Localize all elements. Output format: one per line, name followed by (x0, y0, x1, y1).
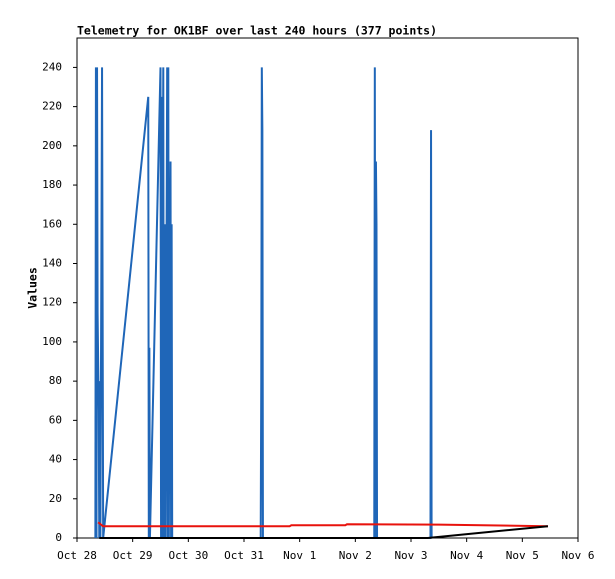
y-tick-label: 120 (42, 296, 62, 309)
y-tick-label: 0 (55, 531, 62, 544)
y-tick-label: 20 (49, 492, 62, 505)
series-line (97, 521, 548, 528)
x-tick-label: Nov 6 (561, 549, 594, 562)
y-tick-label: 180 (42, 178, 62, 191)
y-tick-label: 140 (42, 256, 62, 269)
x-tick-label: Oct 28 (57, 549, 97, 562)
x-tick-label: Nov 1 (283, 549, 316, 562)
y-tick-label: 40 (49, 453, 62, 466)
y-tick-label: 160 (42, 217, 62, 230)
y-tick-label: 80 (49, 374, 62, 387)
series-line (99, 525, 549, 539)
x-tick-label: Nov 5 (506, 549, 539, 562)
series-line (94, 67, 433, 539)
x-tick-label: Oct 30 (168, 549, 208, 562)
chart-title: Telemetry for OK1BF over last 240 hours … (77, 24, 437, 38)
x-tick-label: Nov 3 (394, 549, 427, 562)
y-tick-label: 200 (42, 139, 62, 152)
x-tick-label: Oct 29 (113, 549, 153, 562)
x-tick-label: Oct 31 (224, 549, 264, 562)
y-tick-label: 100 (42, 335, 62, 348)
y-axis-label: Values (26, 267, 40, 309)
y-tick-label: 220 (42, 100, 62, 113)
y-tick-label: 240 (42, 60, 62, 73)
x-tick-label: Nov 2 (339, 549, 372, 562)
y-tick-label: 60 (49, 413, 62, 426)
x-tick-label: Nov 4 (450, 549, 483, 562)
